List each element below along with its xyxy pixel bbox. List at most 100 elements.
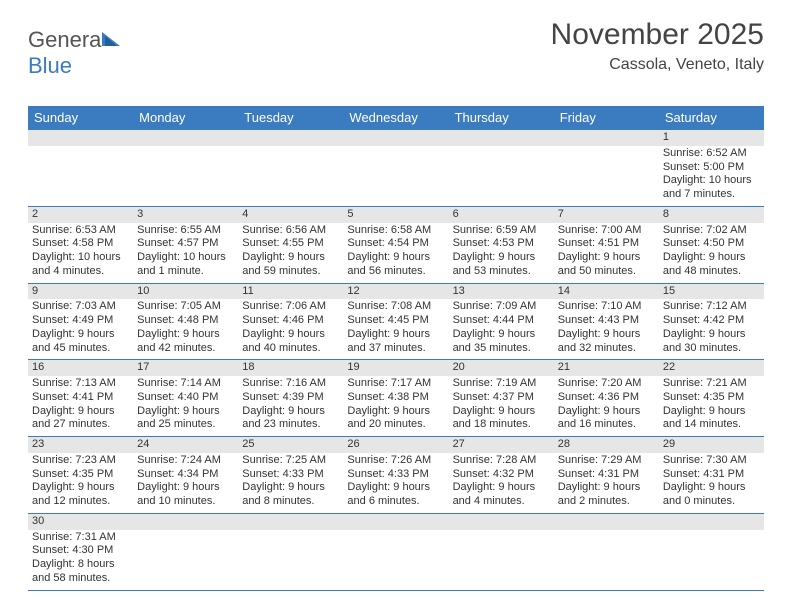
daylight-line-1: Daylight: 9 hours — [32, 481, 129, 495]
sunset-line: Sunset: 4:33 PM — [347, 468, 444, 482]
sunrise-line: Sunrise: 7:05 AM — [137, 300, 234, 314]
calendar-week: 23Sunrise: 7:23 AMSunset: 4:35 PMDayligh… — [28, 437, 764, 514]
cell-body: Sunrise: 7:30 AMSunset: 4:31 PMDaylight:… — [659, 453, 764, 513]
sunrise-line: Sunrise: 7:06 AM — [242, 300, 339, 314]
daylight-line-2: and 40 minutes. — [242, 342, 339, 356]
cell-body: Sunrise: 7:03 AMSunset: 4:49 PMDaylight:… — [28, 299, 133, 359]
flag-icon — [102, 26, 120, 40]
weekday-thu: Thursday — [449, 106, 554, 130]
calendar-cell: 29Sunrise: 7:30 AMSunset: 4:31 PMDayligh… — [659, 437, 764, 513]
calendar-cell: 26Sunrise: 7:26 AMSunset: 4:33 PMDayligh… — [343, 437, 448, 513]
sunset-line: Sunset: 4:30 PM — [32, 544, 129, 558]
calendar-cell: 3Sunrise: 6:55 AMSunset: 4:57 PMDaylight… — [133, 207, 238, 283]
weekday-wed: Wednesday — [343, 106, 448, 130]
day-number: 8 — [659, 207, 764, 223]
daylight-line-2: and 58 minutes. — [32, 572, 129, 586]
sunset-line: Sunset: 4:39 PM — [242, 391, 339, 405]
day-number: 7 — [554, 207, 659, 223]
day-number: 1 — [659, 130, 764, 146]
day-number: 20 — [449, 360, 554, 376]
cell-body: Sunrise: 7:09 AMSunset: 4:44 PMDaylight:… — [449, 299, 554, 359]
sunrise-line: Sunrise: 7:12 AM — [663, 300, 760, 314]
sunset-line: Sunset: 4:53 PM — [453, 237, 550, 251]
daylight-line-2: and 35 minutes. — [453, 342, 550, 356]
day-number — [343, 514, 448, 530]
daylight-line-2: and 50 minutes. — [558, 265, 655, 279]
sunrise-line: Sunrise: 7:26 AM — [347, 454, 444, 468]
day-number — [554, 130, 659, 146]
daylight-line-1: Daylight: 9 hours — [32, 328, 129, 342]
calendar-cell: 19Sunrise: 7:17 AMSunset: 4:38 PMDayligh… — [343, 360, 448, 436]
sunrise-line: Sunrise: 7:31 AM — [32, 531, 129, 545]
daylight-line-2: and 25 minutes. — [137, 418, 234, 432]
cell-body: Sunrise: 7:14 AMSunset: 4:40 PMDaylight:… — [133, 376, 238, 436]
daylight-line-2: and 45 minutes. — [32, 342, 129, 356]
day-number: 21 — [554, 360, 659, 376]
daylight-line-2: and 53 minutes. — [453, 265, 550, 279]
calendar-cell: 4Sunrise: 6:56 AMSunset: 4:55 PMDaylight… — [238, 207, 343, 283]
sunset-line: Sunset: 4:31 PM — [558, 468, 655, 482]
daylight-line-2: and 7 minutes. — [663, 188, 760, 202]
header: GeneraBlue November 2025 Cassola, Veneto… — [0, 0, 792, 96]
cell-body: Sunrise: 7:08 AMSunset: 4:45 PMDaylight:… — [343, 299, 448, 359]
sunrise-line: Sunrise: 7:21 AM — [663, 377, 760, 391]
calendar-cell: 25Sunrise: 7:25 AMSunset: 4:33 PMDayligh… — [238, 437, 343, 513]
day-number: 14 — [554, 284, 659, 300]
daylight-line-1: Daylight: 9 hours — [242, 251, 339, 265]
sunset-line: Sunset: 4:57 PM — [137, 237, 234, 251]
sunrise-line: Sunrise: 7:25 AM — [242, 454, 339, 468]
brand-logo: GeneraBlue — [28, 26, 121, 79]
sunset-line: Sunset: 4:55 PM — [242, 237, 339, 251]
cell-body: Sunrise: 7:05 AMSunset: 4:48 PMDaylight:… — [133, 299, 238, 359]
cell-body — [133, 530, 238, 535]
sunrise-line: Sunrise: 7:09 AM — [453, 300, 550, 314]
day-number: 15 — [659, 284, 764, 300]
cell-body: Sunrise: 7:21 AMSunset: 4:35 PMDaylight:… — [659, 376, 764, 436]
daylight-line-2: and 8 minutes. — [242, 495, 339, 509]
calendar-cell: 11Sunrise: 7:06 AMSunset: 4:46 PMDayligh… — [238, 284, 343, 360]
calendar-cell: 14Sunrise: 7:10 AMSunset: 4:43 PMDayligh… — [554, 284, 659, 360]
calendar-cell: 17Sunrise: 7:14 AMSunset: 4:40 PMDayligh… — [133, 360, 238, 436]
cell-body — [238, 530, 343, 535]
sunset-line: Sunset: 4:46 PM — [242, 314, 339, 328]
calendar-cell: 27Sunrise: 7:28 AMSunset: 4:32 PMDayligh… — [449, 437, 554, 513]
calendar-cell: 5Sunrise: 6:58 AMSunset: 4:54 PMDaylight… — [343, 207, 448, 283]
day-number: 27 — [449, 437, 554, 453]
cell-body — [449, 146, 554, 151]
sunrise-line: Sunrise: 7:28 AM — [453, 454, 550, 468]
cell-body — [133, 146, 238, 151]
weekday-tue: Tuesday — [238, 106, 343, 130]
calendar-cell — [238, 514, 343, 590]
cell-body: Sunrise: 6:55 AMSunset: 4:57 PMDaylight:… — [133, 223, 238, 283]
cell-body: Sunrise: 7:23 AMSunset: 4:35 PMDaylight:… — [28, 453, 133, 513]
weeks-container: 1Sunrise: 6:52 AMSunset: 5:00 PMDaylight… — [28, 130, 764, 591]
sunset-line: Sunset: 4:35 PM — [32, 468, 129, 482]
sunset-line: Sunset: 4:37 PM — [453, 391, 550, 405]
sunrise-line: Sunrise: 6:52 AM — [663, 147, 760, 161]
weekday-sun: Sunday — [28, 106, 133, 130]
daylight-line-1: Daylight: 9 hours — [453, 405, 550, 419]
cell-body — [238, 146, 343, 151]
cell-body: Sunrise: 6:56 AMSunset: 4:55 PMDaylight:… — [238, 223, 343, 283]
daylight-line-2: and 23 minutes. — [242, 418, 339, 432]
sunrise-line: Sunrise: 7:17 AM — [347, 377, 444, 391]
cell-body — [343, 530, 448, 535]
sunrise-line: Sunrise: 7:03 AM — [32, 300, 129, 314]
cell-body: Sunrise: 7:26 AMSunset: 4:33 PMDaylight:… — [343, 453, 448, 513]
title-block: November 2025 Cassola, Veneto, Italy — [551, 18, 764, 74]
calendar-cell — [343, 514, 448, 590]
calendar-cell: 18Sunrise: 7:16 AMSunset: 4:39 PMDayligh… — [238, 360, 343, 436]
daylight-line-1: Daylight: 9 hours — [453, 251, 550, 265]
daylight-line-1: Daylight: 9 hours — [32, 405, 129, 419]
day-number: 24 — [133, 437, 238, 453]
daylight-line-1: Daylight: 9 hours — [242, 481, 339, 495]
cell-body — [554, 146, 659, 151]
daylight-line-2: and 32 minutes. — [558, 342, 655, 356]
cell-body: Sunrise: 6:52 AMSunset: 5:00 PMDaylight:… — [659, 146, 764, 206]
cell-body: Sunrise: 7:12 AMSunset: 4:42 PMDaylight:… — [659, 299, 764, 359]
sunrise-line: Sunrise: 7:20 AM — [558, 377, 655, 391]
sunset-line: Sunset: 4:38 PM — [347, 391, 444, 405]
day-number: 2 — [28, 207, 133, 223]
sunset-line: Sunset: 4:32 PM — [453, 468, 550, 482]
day-number: 19 — [343, 360, 448, 376]
